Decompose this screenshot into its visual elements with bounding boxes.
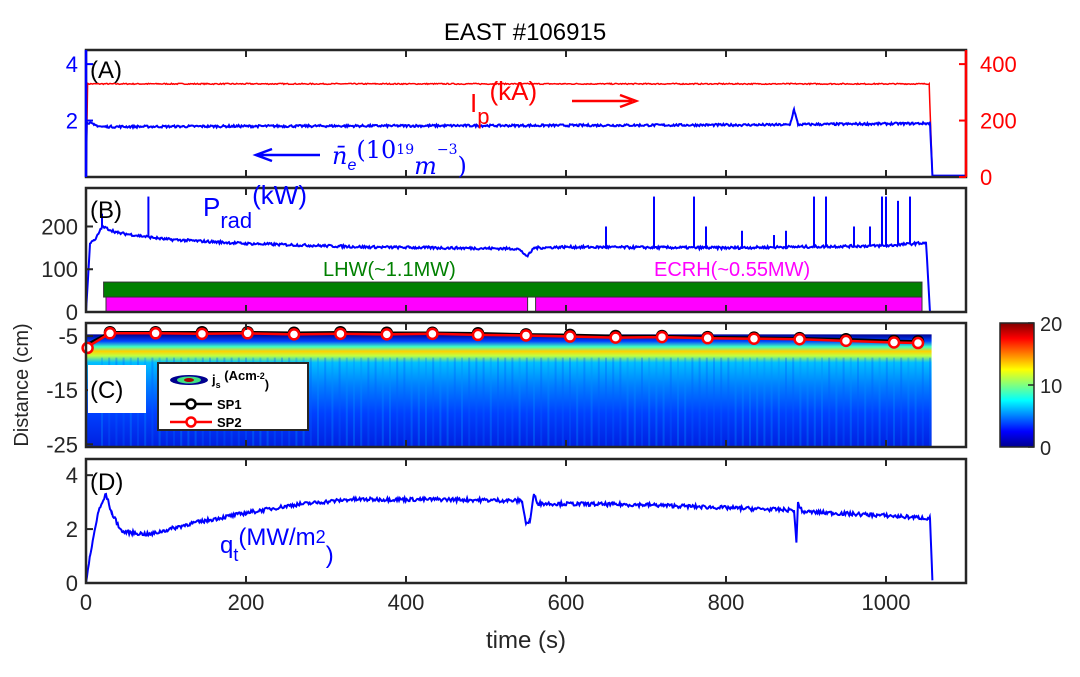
- legend: [157, 362, 309, 431]
- heating-bar: [105, 296, 529, 313]
- heating-bar: [535, 296, 923, 313]
- sp2-marker: [839, 334, 853, 348]
- sp2-line: [86, 332, 919, 348]
- x-axis-label: time (s): [486, 627, 566, 654]
- x-tick-label: 400: [388, 590, 425, 615]
- y-tick-label: -15: [46, 378, 78, 403]
- ip-line: [85, 81, 966, 178]
- y-tick-label: 4: [66, 52, 78, 77]
- ecrh-label: ECRH(~0.55MW): [654, 259, 810, 281]
- panel-a-frame: [84, 48, 968, 179]
- colorbar-tick-label: 0: [1040, 438, 1051, 460]
- arrow-left-icon: [252, 147, 320, 163]
- y-tick-label: 4: [66, 463, 78, 488]
- sp2-marker: [149, 327, 162, 340]
- y-tick-label: 100: [41, 257, 78, 282]
- sp2-marker: [609, 331, 622, 344]
- panel-d: 0 2 4 0 200 400 600 800 1000 time (s) (D) qt(MW/m2): [66, 457, 968, 654]
- y-tick-label: -5: [58, 324, 78, 349]
- panel-c: -5 -15 -25 Distance (cm) (C) js (Acm-2) SP1 SP2…: [11, 314, 1062, 460]
- legend-sp1-label: SP1: [217, 397, 242, 412]
- sp2-marker: [471, 328, 485, 342]
- sp2-marker: [655, 330, 669, 344]
- panel-label: (C): [90, 377, 123, 404]
- ip-label: Ip(kA): [470, 76, 537, 129]
- sp2-marker: [426, 327, 439, 341]
- y-tick-label: 0: [66, 300, 78, 325]
- panel-label: (D): [90, 469, 123, 496]
- sp2-marker: [793, 332, 806, 346]
- x-tick-label: 800: [708, 590, 745, 615]
- x-tick-label: 1000: [862, 590, 911, 615]
- colorbar-tick-label: 10: [1040, 376, 1062, 398]
- legend-sp2-label: SP2: [217, 415, 242, 430]
- sp2-marker: [563, 330, 577, 343]
- x-tick-label: 200: [228, 590, 265, 615]
- legend-js-label: js (Acm-2): [211, 368, 269, 392]
- lhw-label: LHW(~1.1MW): [323, 259, 456, 281]
- x-tick-label: 0: [80, 590, 92, 615]
- sp2-marker: [103, 327, 117, 340]
- colorbar-tick-label: 20: [1040, 314, 1062, 336]
- sp2-marker: [287, 328, 301, 341]
- arrow-right-icon: [572, 93, 640, 109]
- sp2-marker: [81, 341, 94, 355]
- qt-label: qt(MW/m2): [220, 524, 334, 569]
- y-tick-label: 0: [980, 165, 992, 190]
- figure-title: EAST #106915: [444, 19, 606, 46]
- sp2-marker: [380, 328, 394, 341]
- y-tick-label: 200: [980, 109, 1017, 134]
- x-tick-label: 600: [548, 590, 585, 615]
- panel-label: (B): [90, 197, 122, 224]
- y-tick-label: -25: [46, 432, 78, 457]
- y-tick-label: 400: [980, 52, 1017, 77]
- sp2-marker: [519, 329, 533, 342]
- panel-label: (A): [90, 57, 122, 84]
- y-tick-label: 2: [66, 517, 78, 542]
- panel-b-frame: [84, 186, 968, 314]
- legend-sp2-marker: [185, 416, 197, 428]
- prad-label: Prad(kW): [203, 180, 307, 233]
- y-tick-label: 2: [66, 109, 78, 134]
- sp2-marker: [195, 327, 209, 341]
- sp2-marker: [241, 327, 254, 340]
- y-tick-label: 0: [66, 571, 78, 596]
- sp2-marker: [887, 336, 901, 349]
- heating-bar: [103, 281, 923, 298]
- legend-sp1-marker: [185, 398, 197, 410]
- prad-line: [85, 223, 931, 313]
- legend-contour-icon: [184, 378, 194, 382]
- sp2-marker: [701, 331, 714, 345]
- panel-c-frame: [84, 321, 968, 449]
- y-axis-label: Distance (cm): [11, 323, 33, 446]
- y-tick-label: 200: [41, 214, 78, 239]
- qt-line: [85, 492, 934, 584]
- panel-label-bg: [88, 365, 146, 413]
- panel-a: 2 4 0 200 400 (A) Ip(kA)n̄e(1019m−3): [66, 48, 1017, 190]
- ne-line: [85, 105, 966, 178]
- panel-b: 0 100 200 (B) Prad(kW) LHW(~1.1MW) ECRH(~0.55M…: [41, 180, 968, 325]
- sp2-marker: [911, 336, 925, 350]
- ne-label: n̄e(1019m−3): [332, 136, 467, 180]
- sp2-marker: [334, 327, 347, 341]
- sp2-marker: [747, 332, 761, 345]
- panel-d-frame: [84, 457, 968, 585]
